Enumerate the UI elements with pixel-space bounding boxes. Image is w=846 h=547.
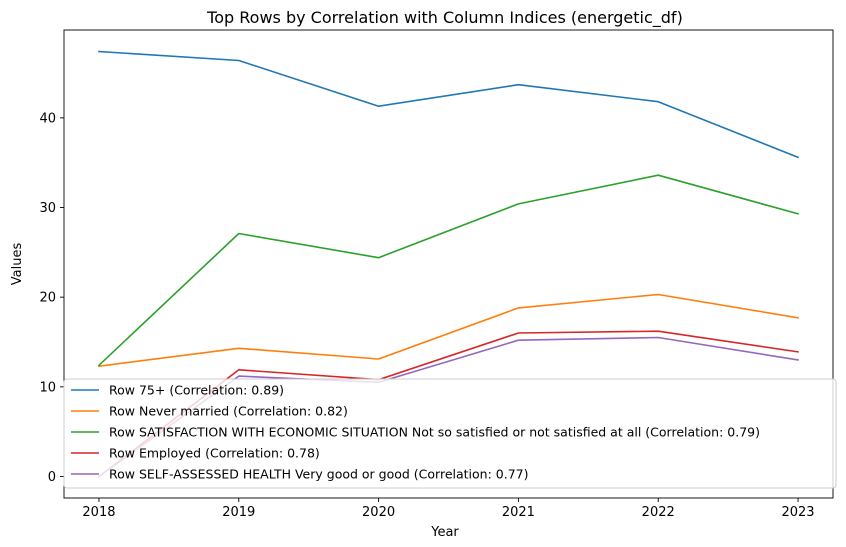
x-tick-label: 2021 xyxy=(502,505,535,520)
legend-label: Row SELF-ASSESSED HEALTH Very good or go… xyxy=(109,467,529,482)
legend: Row 75+ (Correlation: 0.89) Row Never mar… xyxy=(63,378,837,489)
series-line-1 xyxy=(98,50,800,159)
x-tick-label: 2019 xyxy=(222,505,255,520)
x-tick-label: 2020 xyxy=(362,505,395,520)
x-tick-label: 2022 xyxy=(642,505,675,520)
x-tick-label: 2018 xyxy=(82,505,115,520)
y-tick-label: 40 xyxy=(39,111,56,126)
legend-label: Row Employed (Correlation: 0.78) xyxy=(109,446,320,461)
legend-label: Row 75+ (Correlation: 0.89) xyxy=(109,383,284,398)
series-line-2 xyxy=(98,293,799,368)
x-axis-label: Year xyxy=(430,525,459,540)
legend-box xyxy=(63,378,837,489)
chart-title: Top Rows by Correlation with Column Indi… xyxy=(206,8,683,28)
y-tick-label: 30 xyxy=(39,201,56,216)
legend-label: Row SATISFACTION WITH ECONOMIC SITUATION… xyxy=(109,425,760,440)
legend-label: Row Never married (Correlation: 0.82) xyxy=(109,404,348,419)
series-line-3 xyxy=(97,174,799,367)
y-tick-label: 10 xyxy=(39,380,56,395)
y-tick-label: 20 xyxy=(39,291,56,306)
y-tick-label: 0 xyxy=(48,470,56,485)
y-axis-label: Values xyxy=(10,243,25,286)
y-axis-ticks: 0 10 20 30 40 xyxy=(39,111,64,485)
x-axis-ticks: 2018 2019 2020 2021 2022 2023 xyxy=(82,498,815,520)
x-tick-label: 2023 xyxy=(781,505,814,520)
plot-frame xyxy=(63,29,834,499)
